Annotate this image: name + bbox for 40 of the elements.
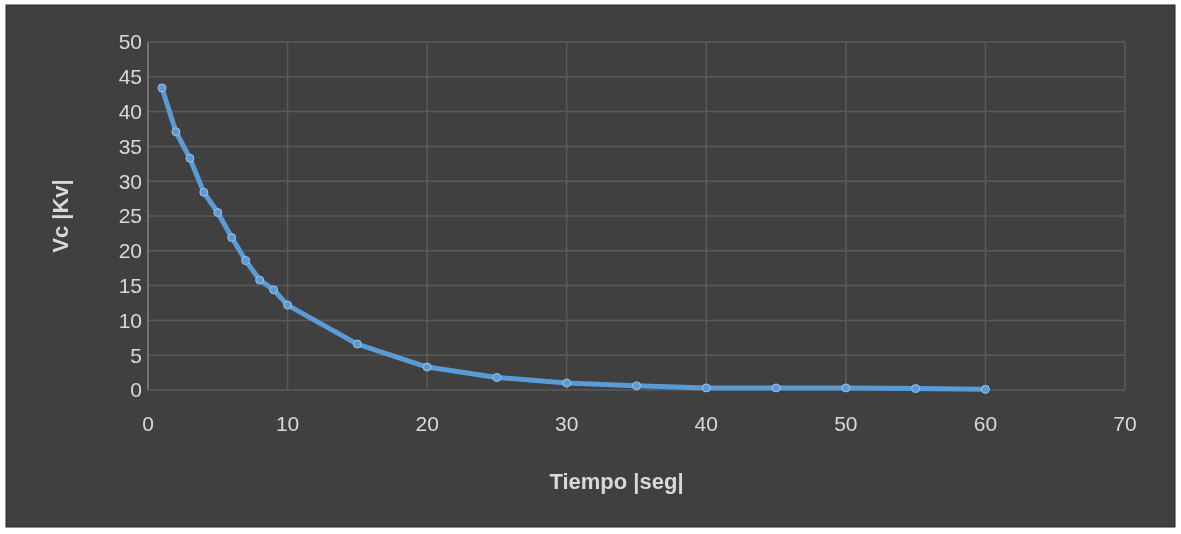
- x-tick-label: 50: [834, 412, 858, 435]
- y-tick-label: 5: [130, 343, 142, 367]
- y-tick-label: 35: [118, 134, 142, 158]
- point: [352, 339, 362, 349]
- x-tick-label: 40: [694, 412, 718, 435]
- y-tick-label: 40: [118, 99, 142, 123]
- point: [911, 384, 921, 394]
- point: [269, 285, 279, 295]
- point: [980, 384, 990, 394]
- x-tick-label: 30: [555, 412, 579, 435]
- x-tick-label: 60: [973, 412, 998, 435]
- y-axis-title: Vc |Kv|: [48, 179, 73, 253]
- point: [241, 256, 251, 266]
- point: [199, 187, 209, 197]
- point: [701, 383, 711, 393]
- point: [171, 127, 181, 137]
- point: [255, 275, 265, 285]
- y-tick-label: 30: [118, 169, 142, 193]
- y-tick-label: 20: [118, 239, 142, 263]
- y-tick-label: 45: [118, 65, 142, 89]
- y-tick-label: 50: [118, 30, 142, 54]
- point: [157, 83, 167, 93]
- point: [213, 208, 223, 218]
- x-tick-label: 70: [1113, 412, 1137, 435]
- point: [632, 381, 641, 391]
- point: [841, 383, 851, 393]
- point: [492, 372, 502, 382]
- y-tick-label: 10: [118, 308, 142, 332]
- point: [185, 153, 195, 163]
- x-tick-label: 10: [275, 412, 300, 435]
- point: [771, 383, 781, 393]
- y-tick-label: 0: [130, 378, 142, 402]
- x-tick-label: 20: [415, 412, 439, 435]
- x-axis-title: Tiempo |seg|: [549, 469, 684, 494]
- point: [283, 300, 293, 310]
- y-tick-label: 25: [118, 204, 142, 228]
- point: [562, 378, 572, 388]
- point: [227, 233, 237, 243]
- point: [422, 362, 432, 372]
- y-tick-label: 15: [118, 273, 142, 297]
